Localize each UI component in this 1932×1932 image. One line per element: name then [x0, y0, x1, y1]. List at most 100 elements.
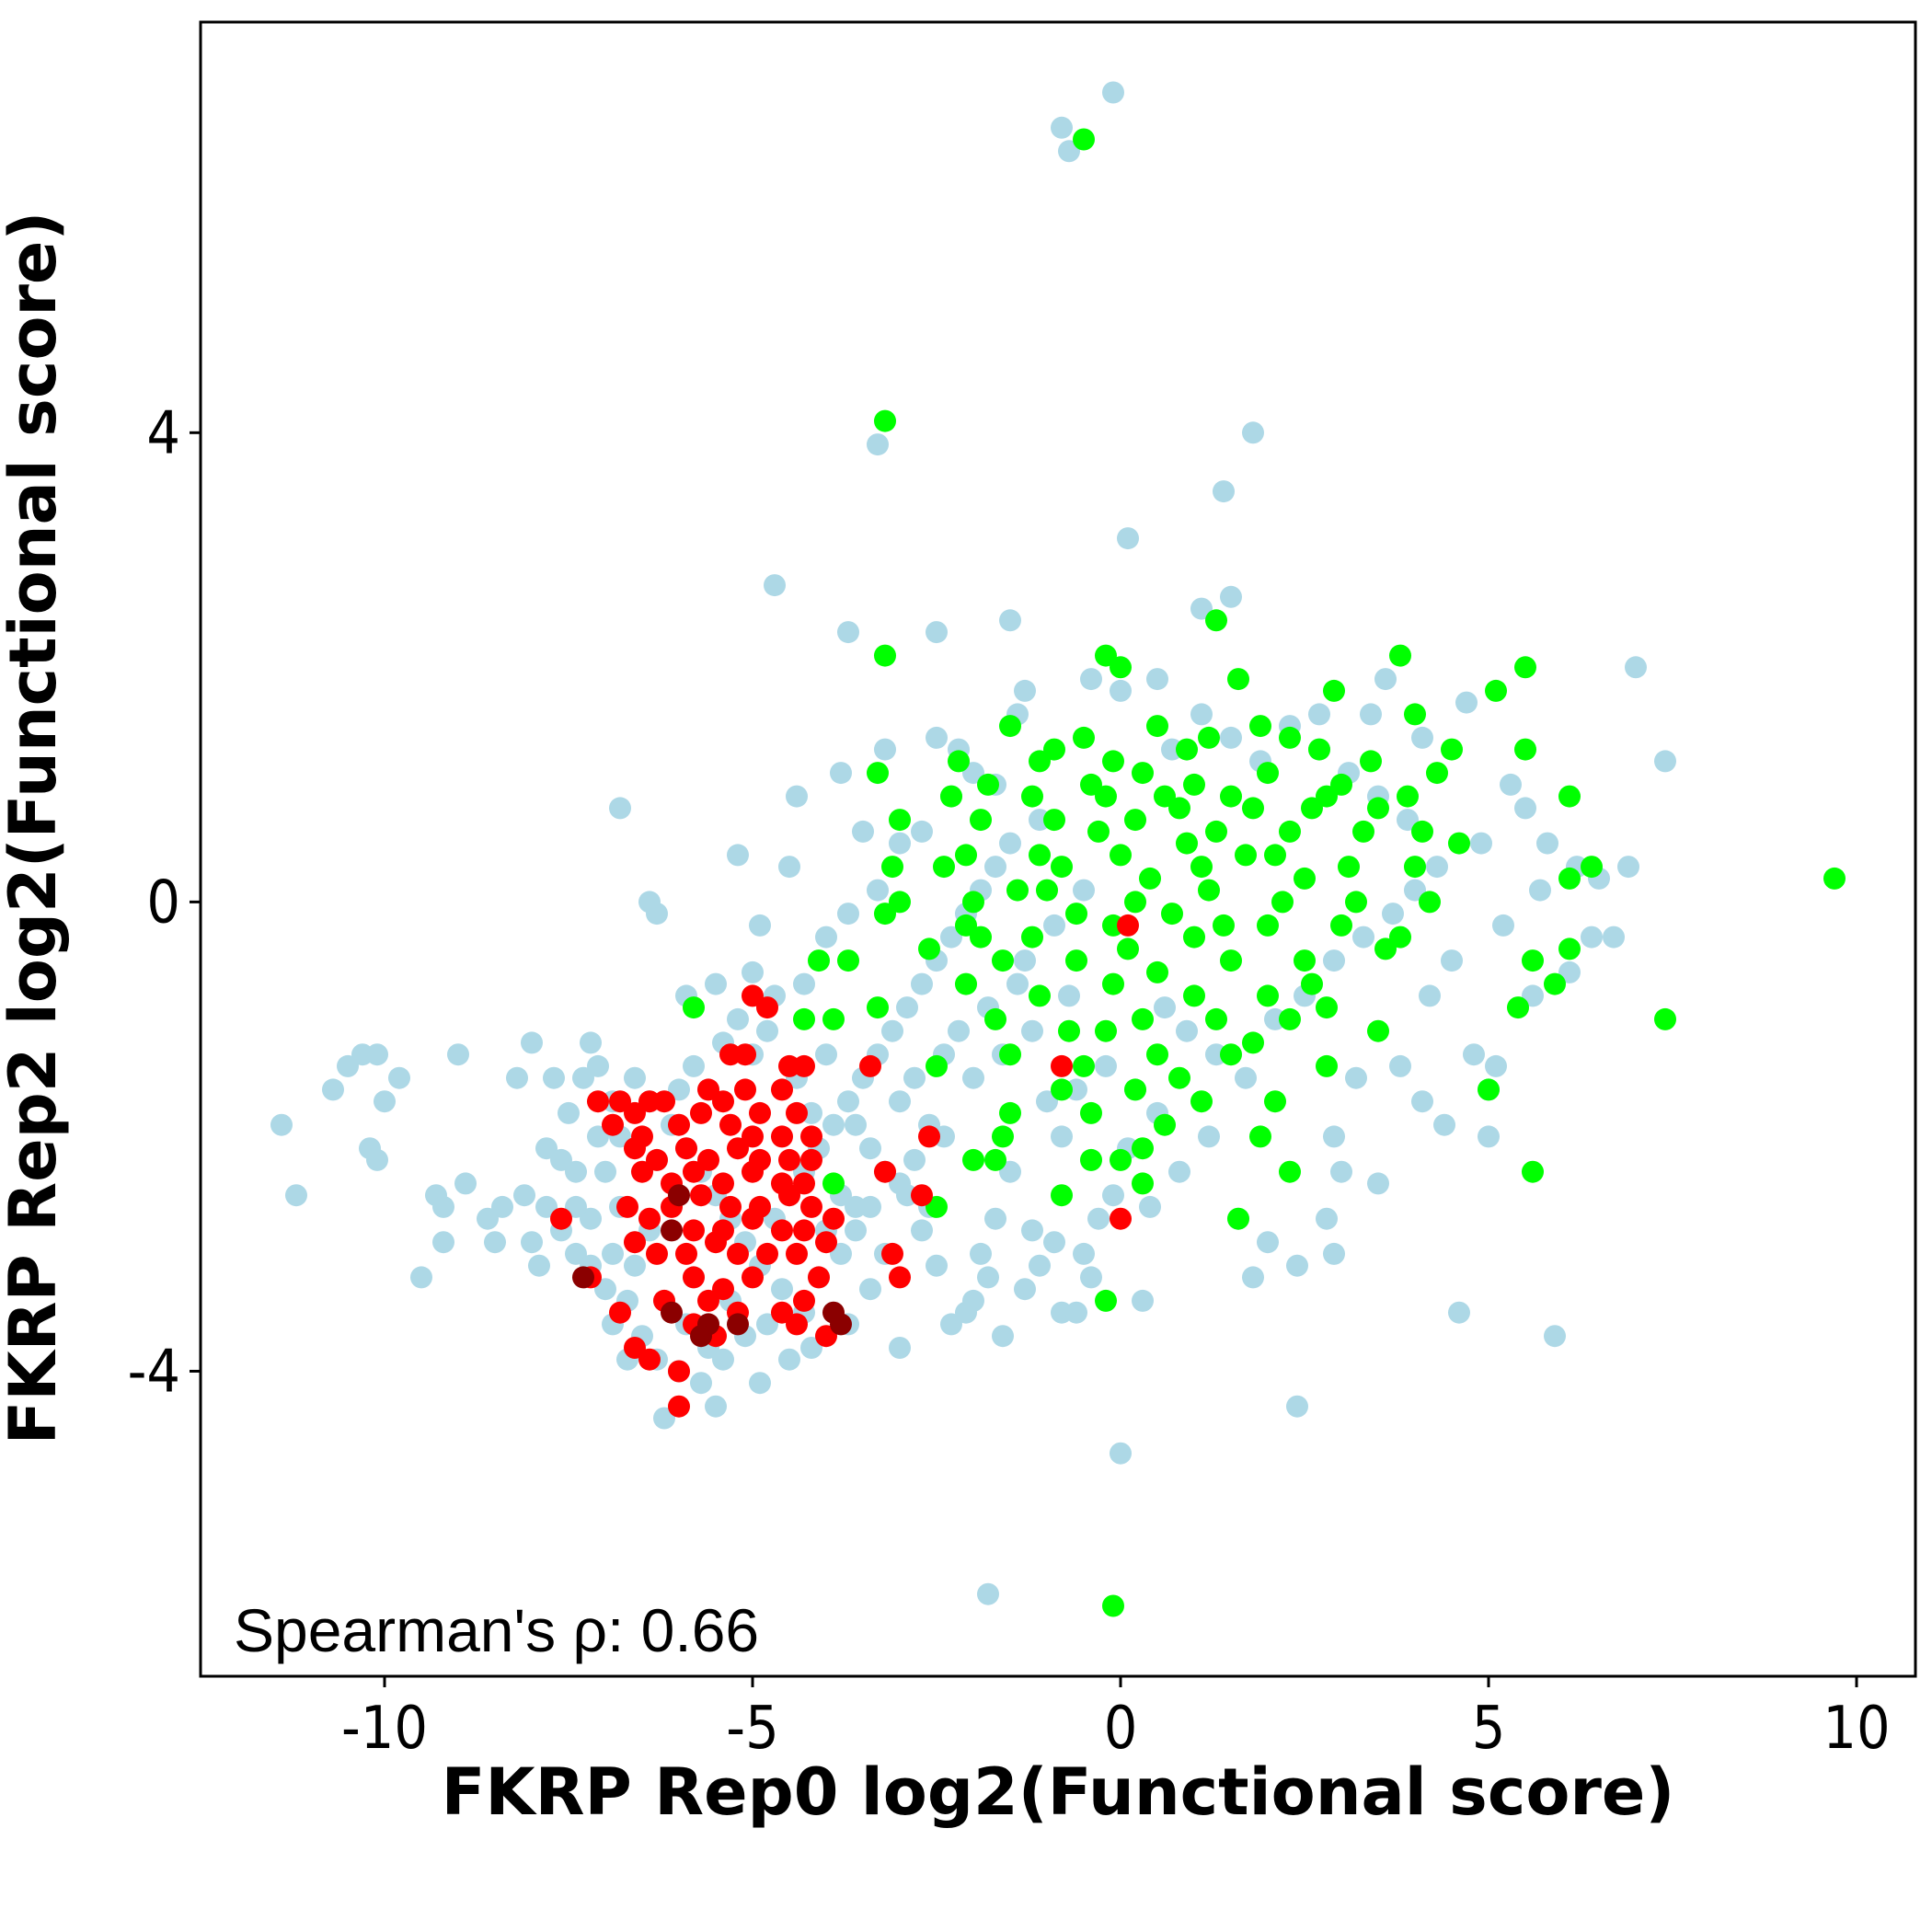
point-green-95 [1367, 1019, 1389, 1042]
point-lightblue-207 [903, 1148, 926, 1171]
point-lightblue-147 [889, 832, 911, 855]
point-green-113 [1154, 1113, 1176, 1136]
point-green-27 [1426, 762, 1448, 785]
point-green-137 [1051, 856, 1073, 879]
point-lightblue-239 [1404, 879, 1426, 902]
point-lightblue-178 [940, 926, 962, 949]
point-red-20 [668, 1113, 690, 1136]
point-lightblue-8 [374, 1090, 396, 1113]
point-lightblue-219 [756, 1019, 778, 1042]
point-lightblue-270 [1492, 914, 1514, 937]
y-axis: -4 0 4 [128, 399, 201, 1406]
point-red-51 [616, 1195, 638, 1218]
point-green-40 [1124, 809, 1146, 832]
y-axis-title: FKRP Rep2 log2(Functional score) [0, 212, 71, 1445]
point-green-69 [1257, 914, 1279, 937]
point-red-37 [683, 1160, 705, 1183]
point-lightblue-223 [602, 1242, 624, 1265]
point-lightblue-196 [1036, 1090, 1058, 1113]
point-red-84 [815, 1325, 837, 1348]
point-red-66 [815, 1231, 837, 1254]
point-lightblue-37 [624, 1254, 646, 1277]
point-lightblue-94 [1544, 1325, 1566, 1348]
point-lightblue-135 [1522, 984, 1544, 1007]
point-green-30 [1021, 785, 1043, 808]
point-red-7 [587, 1090, 609, 1113]
point-lightblue-20 [513, 1184, 535, 1207]
point-green-93 [1205, 1007, 1227, 1030]
point-green-132 [1161, 903, 1183, 926]
point-green-111 [999, 1101, 1021, 1124]
point-red-29 [697, 1148, 719, 1171]
point-red-86 [668, 1395, 690, 1418]
point-lightblue-81 [1257, 1231, 1279, 1254]
point-lightblue-109 [1051, 116, 1073, 139]
point-green-133 [1176, 832, 1198, 855]
point-green-153 [1176, 738, 1198, 761]
point-lightblue-98 [867, 433, 889, 456]
point-lightblue-113 [778, 856, 800, 879]
point-lightblue-10 [410, 1266, 432, 1289]
point-green-1 [874, 409, 896, 432]
point-red-68 [683, 1266, 705, 1289]
point-lightblue-70 [1043, 1231, 1065, 1254]
point-lightblue-157 [624, 1066, 646, 1089]
point-green-85 [1257, 984, 1279, 1007]
point-red-41 [793, 1172, 815, 1195]
point-red-61 [675, 1242, 697, 1265]
point-lightblue-238 [1382, 903, 1404, 926]
point-green-142 [1132, 762, 1154, 785]
point-green-39 [1043, 809, 1065, 832]
point-lightblue-253 [1058, 984, 1080, 1007]
point-green-36 [1558, 785, 1581, 808]
point-green-10 [1323, 679, 1345, 702]
point-lightblue-83 [1316, 1207, 1338, 1230]
point-lightblue-181 [984, 856, 1006, 879]
point-green-41 [1205, 820, 1227, 843]
point-lightblue-202 [815, 1043, 837, 1066]
spearman-annotation: Spearman's ρ: 0.66 [234, 1596, 759, 1664]
point-lightblue-156 [565, 1160, 587, 1183]
point-lightblue-111 [609, 797, 631, 820]
point-lightblue-100 [1213, 480, 1235, 503]
x-tick-label: 10 [1823, 1695, 1890, 1763]
point-lightblue-153 [543, 1066, 565, 1089]
point-green-19 [1441, 738, 1463, 761]
point-lightblue-194 [1006, 972, 1029, 995]
point-green-54 [1823, 867, 1846, 890]
point-lightblue-31 [587, 1054, 609, 1077]
point-lightblue-60 [911, 1219, 933, 1242]
point-lightblue-79 [1198, 1125, 1220, 1148]
point-green-104 [1220, 1043, 1242, 1066]
point-lightblue-150 [962, 762, 984, 785]
point-green-136 [1154, 785, 1176, 808]
point-green-59 [1198, 879, 1220, 902]
point-green-72 [918, 937, 940, 960]
point-lightblue-120 [1110, 679, 1132, 702]
point-green-151 [977, 773, 999, 796]
point-red-22 [719, 1113, 742, 1136]
point-green-155 [1301, 797, 1323, 820]
point-green-3 [874, 644, 896, 667]
point-lightblue-230 [1154, 996, 1176, 1019]
point-lightblue-18 [491, 1195, 513, 1218]
point-green-119 [1132, 1137, 1154, 1160]
point-red-56 [771, 1219, 793, 1242]
point-lightblue-27 [594, 1160, 616, 1183]
point-green-77 [1294, 949, 1316, 972]
point-green-81 [955, 972, 977, 995]
point-red-45 [719, 1195, 742, 1218]
point-green-20 [1514, 738, 1536, 761]
point-green-126 [926, 1195, 948, 1218]
point-green-52 [1404, 856, 1426, 879]
point-red-64 [756, 1242, 778, 1265]
point-red-18 [602, 1113, 624, 1136]
point-lightblue-107 [1220, 585, 1242, 608]
point-lightblue-221 [565, 1195, 587, 1218]
point-lightblue-261 [992, 1325, 1014, 1348]
point-red-79 [624, 1337, 646, 1359]
point-green-117 [1080, 1148, 1102, 1171]
point-green-64 [874, 903, 896, 926]
point-lightblue-66 [984, 1207, 1006, 1230]
point-red-33 [800, 1148, 822, 1171]
